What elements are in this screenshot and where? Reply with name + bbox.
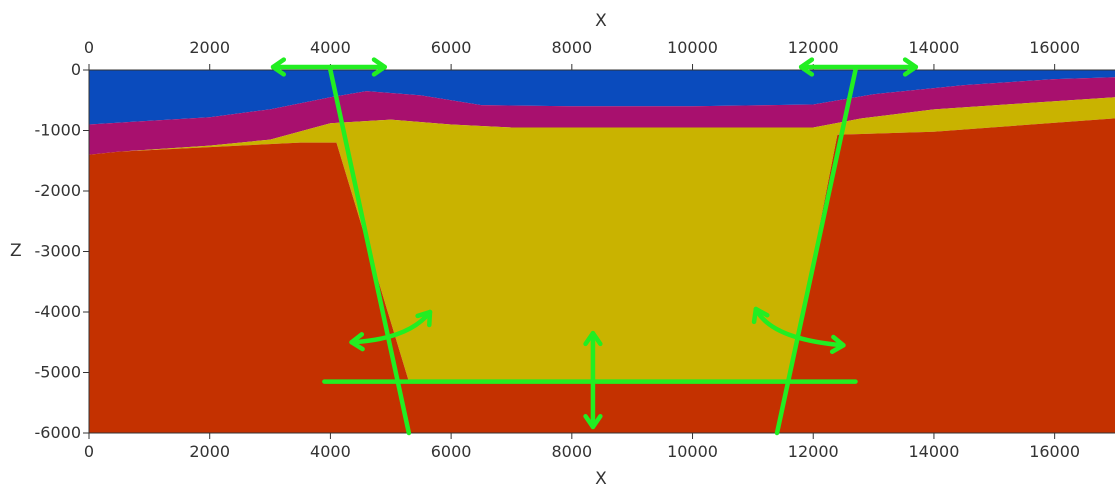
x-tick-label-bottom: 6000 bbox=[431, 442, 472, 461]
z-tick-label: -4000 bbox=[35, 302, 82, 321]
x-axis-title-top: X bbox=[595, 11, 607, 31]
arrow-head-rotation-start bbox=[829, 334, 846, 354]
x-tick-label-top: 12000 bbox=[788, 38, 839, 57]
arrow-head-left bbox=[270, 57, 287, 77]
fault-line bbox=[328, 67, 412, 436]
arrow-head-left bbox=[798, 57, 815, 77]
x-tick-label-top: 14000 bbox=[908, 38, 959, 57]
x-tick-label-top: 6000 bbox=[431, 38, 472, 57]
rotation-double-arrow bbox=[349, 309, 433, 345]
x-tick-label-bottom: 14000 bbox=[908, 442, 959, 461]
basement-layer bbox=[89, 118, 1115, 433]
x-tick-label-top: 4000 bbox=[310, 38, 351, 57]
x-tick-label-top: 16000 bbox=[1029, 38, 1080, 57]
yellow-basin-fill-layer bbox=[89, 97, 1115, 382]
top-x-axis: 0 2000 4000 6000 8000 10000 12000 14000 16000 bbox=[84, 38, 1115, 71]
arrow-head-up bbox=[583, 330, 603, 347]
x-tick-label-bottom: 4000 bbox=[310, 442, 351, 461]
arrow-head-rotation-end bbox=[415, 309, 433, 328]
z-tick-label: -5000 bbox=[35, 363, 82, 382]
x-tick-label-bottom: 0 bbox=[84, 442, 94, 461]
x-tick-label-top: 10000 bbox=[667, 38, 718, 57]
fault-line bbox=[774, 67, 858, 436]
x-tick-label-top: 0 bbox=[84, 38, 94, 57]
arrow-head-right bbox=[902, 57, 919, 77]
x-tick-label-bottom: 8000 bbox=[551, 442, 592, 461]
z-tick-label: -1000 bbox=[35, 121, 82, 140]
x-tick-label-top: 8000 bbox=[551, 38, 592, 57]
z-axis: 0 -1000 -2000 -3000 -4000 -5000 -6000 bbox=[35, 60, 90, 442]
z-tick-label: -6000 bbox=[35, 423, 82, 442]
arrow-head-rotation-start bbox=[349, 332, 365, 352]
z-tick-label: -2000 bbox=[35, 181, 82, 200]
bottom-x-axis: 0 2000 4000 6000 8000 10000 12000 14000 16000 bbox=[84, 432, 1115, 461]
rotation-double-arrow bbox=[753, 306, 846, 348]
z-tick-label: 0 bbox=[71, 60, 81, 79]
arrow-head-rotation-end bbox=[751, 306, 770, 325]
plot-area bbox=[89, 70, 1115, 433]
x-tick-label-bottom: 16000 bbox=[1029, 442, 1080, 461]
arrow-head-down bbox=[583, 414, 603, 430]
arrow-head-right bbox=[371, 57, 387, 77]
x-tick-label-top: 2000 bbox=[189, 38, 230, 57]
magenta-layer bbox=[89, 77, 1115, 155]
green-annotations bbox=[270, 57, 919, 436]
x-tick-label-bottom: 2000 bbox=[189, 442, 230, 461]
x-tick-label-bottom: 10000 bbox=[667, 442, 718, 461]
z-axis-title: Z bbox=[10, 241, 22, 261]
x-tick-label-bottom: 12000 bbox=[788, 442, 839, 461]
z-tick-label: -3000 bbox=[35, 242, 82, 261]
water-layer bbox=[89, 70, 1115, 125]
x-axis-title-bottom: X bbox=[595, 469, 607, 489]
